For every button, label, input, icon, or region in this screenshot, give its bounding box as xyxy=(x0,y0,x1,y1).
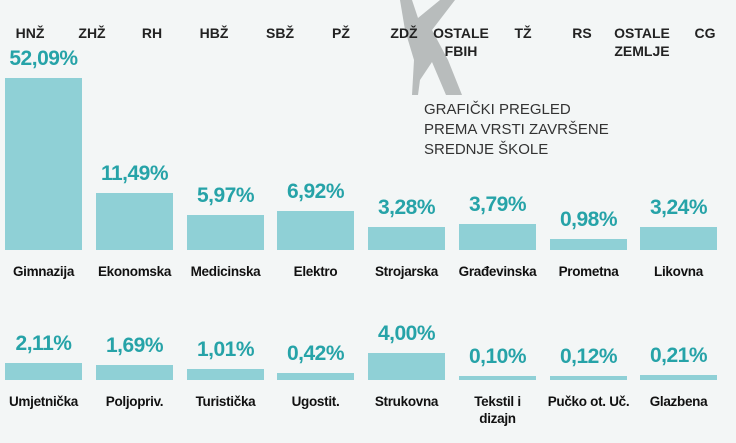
value-label: 0,12% xyxy=(559,345,618,369)
value-label: 3,79% xyxy=(468,193,527,217)
category-label: Tekstil i dizajn xyxy=(474,394,521,426)
category-label: Strukovna xyxy=(374,394,439,409)
region-label: RH xyxy=(141,25,163,41)
category-label: Ugostit. xyxy=(291,394,340,409)
region-label: SBŽ xyxy=(266,25,294,41)
value-label: 0,21% xyxy=(649,344,708,368)
category-label: Glazbena xyxy=(649,394,708,409)
note-line: PREMA VRSTI ZAVRŠENE xyxy=(424,121,609,138)
category-label: Medicinska xyxy=(190,264,261,279)
region-label: TŽ xyxy=(514,25,532,41)
bar xyxy=(368,353,445,380)
category-label: Likovna xyxy=(654,264,703,279)
note-line: GRAFIČKI PREGLED xyxy=(424,101,571,118)
bar xyxy=(640,226,717,250)
bar xyxy=(277,373,354,380)
category-label: Gimnazija xyxy=(12,264,75,279)
bar xyxy=(5,362,82,380)
bar xyxy=(187,369,264,380)
bar xyxy=(277,210,354,250)
bar xyxy=(640,375,717,380)
category-label: Prometna xyxy=(558,264,619,279)
bar xyxy=(5,78,82,250)
grey-graphic xyxy=(400,0,462,95)
bar xyxy=(550,239,627,250)
category-label: Turistička xyxy=(195,394,256,409)
category-label: Ekonomska xyxy=(97,264,172,279)
category-label: Elektro xyxy=(293,264,338,279)
bar xyxy=(96,193,173,250)
bar xyxy=(96,365,173,380)
region-label: RS xyxy=(572,25,592,41)
region-label: CG xyxy=(694,25,716,41)
bar xyxy=(459,376,536,380)
region-label: HBŽ xyxy=(199,25,229,41)
category-label: Poljopriv. xyxy=(105,394,164,409)
region-label: OSTALE ZEMLJE xyxy=(614,25,670,59)
value-label: 5,97% xyxy=(196,183,255,207)
region-label: OSTALE FBIH xyxy=(433,25,489,59)
category-label: Građevinska xyxy=(458,264,537,279)
value-label: 1,69% xyxy=(105,334,164,358)
value-label: 0,10% xyxy=(468,345,527,369)
value-label: 0,42% xyxy=(286,342,345,366)
region-label: HNŽ xyxy=(15,25,45,41)
category-label: Pučko ot. Uč. xyxy=(547,394,630,409)
bar xyxy=(187,214,264,250)
value-label: 1,01% xyxy=(196,338,255,362)
region-label: ZDŽ xyxy=(390,25,418,41)
region-label: PŽ xyxy=(332,25,350,41)
value-label: 6,92% xyxy=(286,179,345,203)
value-label: 3,24% xyxy=(649,195,708,219)
bar xyxy=(368,226,445,250)
bar xyxy=(550,376,627,380)
category-label: Strojarska xyxy=(374,264,439,279)
value-label: 2,11% xyxy=(15,331,72,355)
value-label: 4,00% xyxy=(377,322,436,346)
value-label: 0,98% xyxy=(559,208,618,232)
category-label: Umjetnička xyxy=(8,394,79,409)
note-line: SREDNJE ŠKOLE xyxy=(424,141,549,158)
bar xyxy=(459,224,536,250)
value-label: 52,09% xyxy=(9,47,78,71)
region-label: ZHŽ xyxy=(78,25,106,41)
value-label: 11,49% xyxy=(100,162,169,186)
value-label: 3,28% xyxy=(377,195,436,219)
note: GRAFIČKI PREGLED PREMA VRSTI ZAVRŠENE SRED… xyxy=(424,100,609,160)
